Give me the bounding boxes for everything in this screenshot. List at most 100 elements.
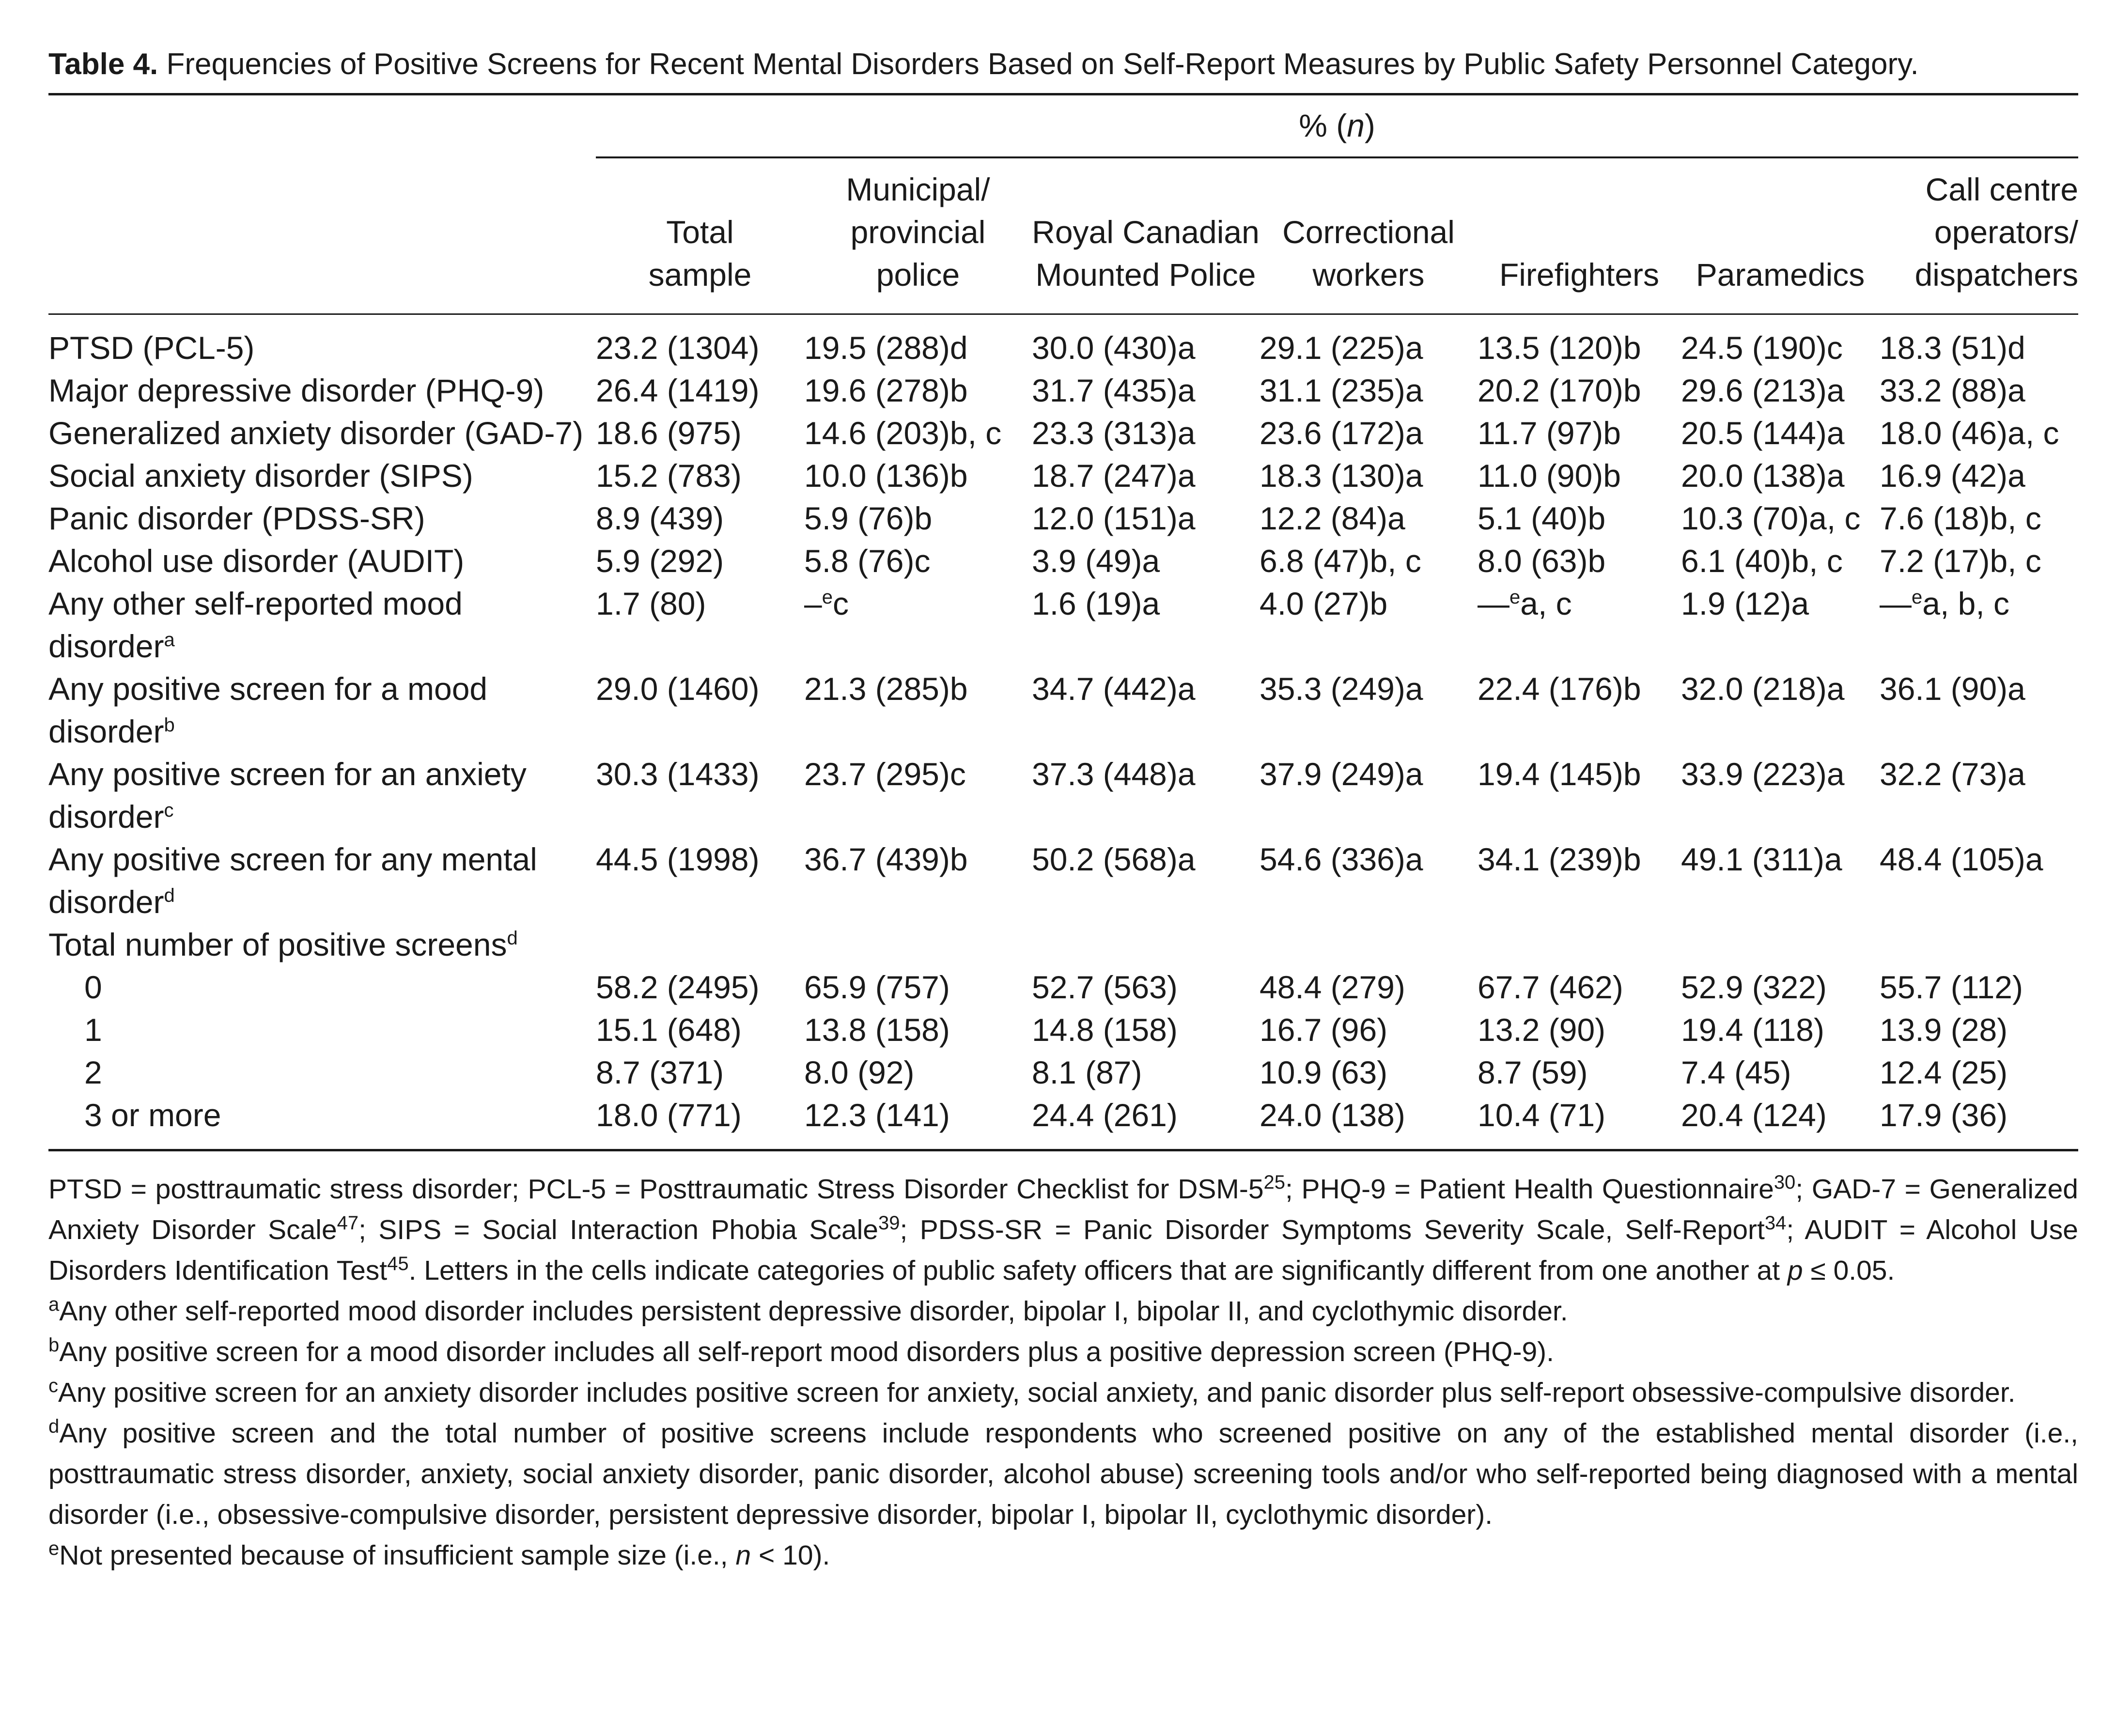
footnote-e: eNot presented because of insufficient s… [48, 1538, 830, 1571]
cell-value: 15.1 (648) [596, 1012, 742, 1048]
bottom-rule [48, 1136, 2079, 1151]
cell-value: 17.9 (36) [1880, 1097, 2008, 1133]
table-cell: 7.6 (18)b, c [1880, 497, 2078, 540]
table-cell [804, 923, 1032, 966]
table-cell: 7.4 (45) [1681, 1051, 1880, 1094]
cell-value: 34.7 (442)a [1032, 671, 1196, 707]
table-cell: 34.1 (239)b [1478, 838, 1681, 923]
cell-value: 23.6 (172)a [1260, 415, 1423, 451]
table-row: Any positive screen for any mental disor… [48, 838, 2078, 923]
table-cell: —ea, b, c [1880, 586, 2010, 621]
table-cell: 24.4 (261) [1032, 1094, 1260, 1136]
column-header-line: operators/ [1934, 214, 2079, 250]
cell-value: 18.6 (975) [596, 415, 742, 451]
cell-value: 44.5 (1998) [596, 841, 760, 877]
table-cell: 23.3 (313)a [1032, 412, 1260, 454]
cell-value: 54.6 (336)a [1260, 841, 1423, 877]
cell-value: 13.2 (90) [1478, 1012, 1606, 1048]
table-cell: 4.0 (27)b [1260, 582, 1478, 667]
table-cell: 3.9 (49)a [1032, 540, 1260, 582]
cell-value: 20.4 (124) [1681, 1097, 1827, 1133]
cell-value: 7.4 (45) [1681, 1054, 1791, 1090]
table-cell: 19.5 (288)d [804, 326, 1032, 369]
table-row: Any positive screen for an anxiety disor… [48, 753, 2078, 838]
table-cell: 8.0 (63)b [1478, 540, 1681, 582]
column-header: Paramedics [1681, 158, 1880, 314]
table-cell: 29.0 (1460) [596, 667, 804, 753]
footnote-mark: b [164, 714, 175, 736]
table-cell: 10.9 (63) [1260, 1051, 1478, 1094]
table-cell: 30.3 (1433) [596, 753, 804, 838]
table-cell: 14.8 (158) [1032, 1008, 1260, 1051]
row-label: Any other self-reported mood disordera [48, 582, 596, 667]
cell-value: 5.9 (292) [596, 543, 724, 579]
footnote-mark: e [822, 587, 833, 608]
table-cell: 12.2 (84)a [1260, 497, 1478, 540]
cell-value: 35.3 (249)a [1260, 671, 1423, 707]
cell-value: 18.7 (247)a [1032, 458, 1196, 494]
cell-value: 29.6 (213)a [1681, 372, 1845, 408]
table-cell: 1.6 (19)a [1032, 582, 1260, 667]
table-cell: 23.2 (1304) [596, 326, 804, 369]
spanning-header: % (n) [1299, 108, 1375, 143]
cell-value: 19.4 (118) [1681, 1012, 1824, 1048]
table-cell: 19.4 (145)b [1478, 753, 1681, 838]
cell-value: 11.0 (90)b [1478, 458, 1621, 494]
column-header-line: Municipal/ [846, 171, 990, 207]
row-label: Social anxiety disorder (SIPS) [48, 454, 596, 497]
table-cell: 36.7 (439)b [804, 838, 1032, 923]
table-cell: 18.0 (46)a, c [1880, 412, 2078, 454]
table-cell: 6.1 (40)b, c [1681, 540, 1880, 582]
row-label-text: Any positive screen for any mental disor… [48, 841, 537, 920]
cell-value: 6.8 (47)b, c [1260, 543, 1421, 579]
table-row: Alcohol use disorder (AUDIT) 5.9 (292) 5.8… [48, 540, 2078, 582]
cell-value: 52.7 (563) [1032, 969, 1178, 1005]
note-text: . Letters in the cells indicate categori… [408, 1255, 1788, 1286]
table-cell: 30.0 (430)a [1032, 326, 1260, 369]
table-row: Any other self-reported mood disordera 1.… [48, 582, 2078, 667]
cell-value: 4.0 (27)b [1260, 586, 1388, 621]
cell-value: 6.1 (40)b, c [1681, 543, 1843, 579]
table-cell: 20.2 (170)b [1478, 369, 1681, 412]
reference-mark: 34 [1764, 1212, 1787, 1234]
table-row: Any positive screen for a mood disorderb… [48, 667, 2078, 753]
cell-value: 12.0 (151)a [1032, 500, 1196, 536]
table-cell: 15.2 (783) [596, 454, 804, 497]
cell-value: 18.0 (771) [596, 1097, 742, 1133]
footnote-text: Any positive screen for an anxiety disor… [58, 1377, 2016, 1408]
cell-value: 21.3 (285)b [804, 671, 968, 707]
cell-value: 18.3 (51)d [1880, 330, 2025, 366]
table-cell: 19.6 (278)b [804, 369, 1032, 412]
note-text: PTSD = posttraumatic stress disorder; PC… [48, 1174, 1264, 1205]
column-header: Municipal/provincial police [804, 158, 1032, 314]
table-cell: 18.0 (771) [596, 1094, 804, 1136]
row-label: 2 [48, 1051, 596, 1094]
cell-value: 31.1 (235)a [1260, 372, 1423, 408]
table-cell: 13.8 (158) [804, 1008, 1032, 1051]
column-header-line: provincial [850, 214, 986, 250]
cell-value: 18.3 (130)a [1260, 458, 1423, 494]
cell-value: 58.2 (2495) [596, 969, 760, 1005]
cell-value: 8.7 (371) [596, 1054, 724, 1090]
footnote: bAny positive screen for a mood disorder… [48, 1332, 2078, 1372]
cell-value: 10.3 (70)a, c [1681, 500, 1861, 536]
cell-value: 23.3 (313)a [1032, 415, 1196, 451]
footnote-mark: c [164, 800, 174, 821]
table-cell: 8.7 (59) [1478, 1051, 1681, 1094]
table-cell: 1.9 (12)a [1681, 582, 1880, 667]
note-text: ≤ 0.05. [1803, 1255, 1895, 1286]
table-cell: 13.2 (90) [1478, 1008, 1681, 1051]
cell-value: 11.7 (97)b [1478, 415, 1621, 451]
column-header-line: police [876, 257, 960, 293]
table-cell: 5.8 (76)c [804, 540, 1032, 582]
footnote: aAny other self-reported mood disorder i… [48, 1291, 2078, 1332]
column-header-line: Firefighters [1499, 257, 1660, 293]
table-cell: 32.2 (73)a [1880, 753, 2078, 838]
row-label: Any positive screen for a mood disorderb [48, 667, 596, 753]
table-cell: —ea, c [1478, 586, 1572, 621]
table-cell: 13.9 (28) [1880, 1008, 2078, 1051]
row-label-text: Major depressive disorder (PHQ-9) [48, 372, 545, 408]
cell-value: 30.3 (1433) [596, 756, 760, 792]
table-cell: 18.3 (51)d [1880, 326, 2078, 369]
cell-value: 20.0 (138)a [1681, 458, 1845, 494]
